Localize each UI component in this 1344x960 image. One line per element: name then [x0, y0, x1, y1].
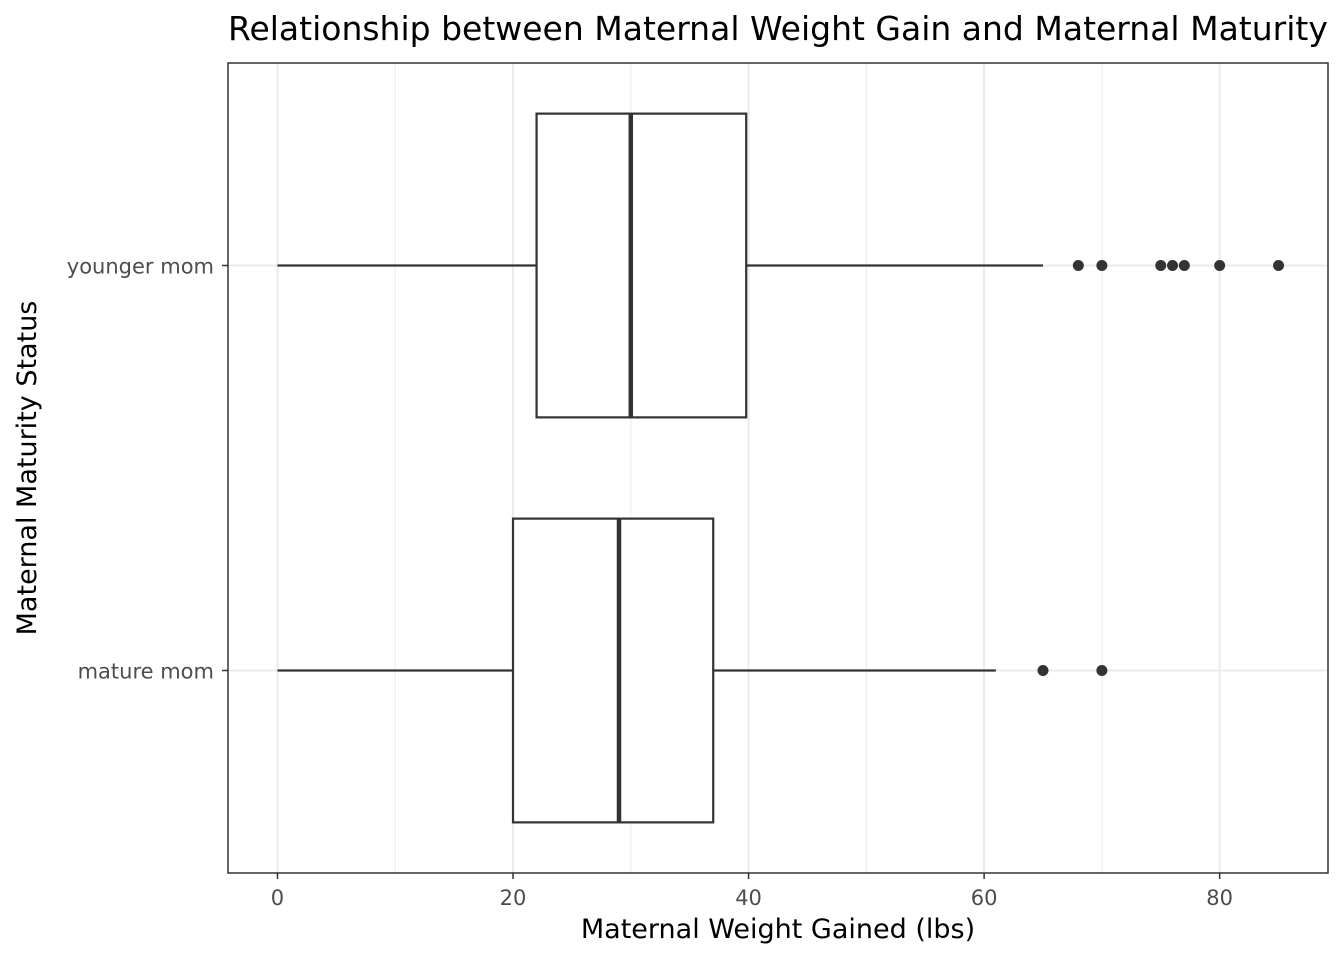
- x-tick-label: 40: [735, 886, 762, 910]
- x-tick-label: 0: [271, 886, 284, 910]
- y-axis-title: Maternal Maturity Status: [12, 301, 43, 636]
- chart-title: Relationship between Maternal Weight Gai…: [228, 9, 1328, 48]
- outlier-point: [1096, 665, 1108, 676]
- outlier-point: [1096, 260, 1108, 271]
- x-tick-label: 20: [500, 886, 527, 910]
- outlier-point: [1155, 260, 1167, 271]
- outlier-point: [1072, 260, 1084, 271]
- outlier-point: [1178, 260, 1190, 271]
- x-tick-label: 80: [1206, 886, 1233, 910]
- x-tick-label: 60: [971, 886, 998, 910]
- grid: [228, 63, 1328, 873]
- box-iqr: [511, 517, 715, 824]
- x-axis-title: Maternal Weight Gained (lbs): [581, 914, 975, 945]
- outlier-point: [1214, 260, 1226, 271]
- outlier-point: [1167, 260, 1179, 271]
- x-axis: 0 20 40 60 80: [271, 873, 1233, 910]
- outlier-point: [1037, 665, 1049, 676]
- box-iqr: [535, 112, 748, 419]
- boxes: [277, 112, 1285, 824]
- y-tick-label: younger mom: [67, 255, 214, 279]
- y-axis: mature mom younger mom: [67, 255, 228, 684]
- outlier-point: [1273, 260, 1285, 271]
- panel-border: [227, 62, 1329, 874]
- y-tick-label: mature mom: [78, 660, 214, 684]
